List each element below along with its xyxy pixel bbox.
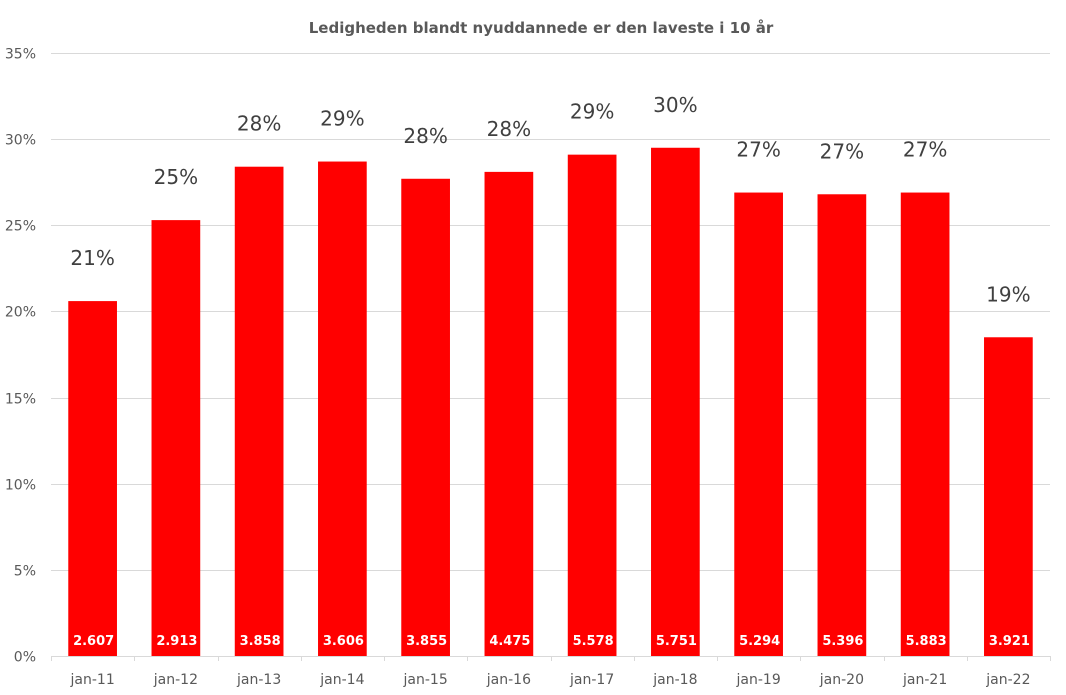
bar — [318, 161, 367, 657]
x-tick-label: jan-13 — [236, 672, 281, 688]
bar — [484, 171, 534, 656]
bar — [900, 192, 950, 656]
y-tick-label: 35% — [5, 47, 36, 63]
value-label: 29% — [320, 107, 364, 131]
x-tick-label: jan-22 — [985, 672, 1030, 688]
bar — [651, 147, 700, 656]
value-label: 25% — [154, 165, 198, 189]
bar — [984, 337, 1033, 656]
bar — [817, 194, 867, 656]
y-axis: 0% 5% 10% 15% 20% 25% 30% 35% — [5, 47, 36, 666]
count-label: 3.606 — [323, 634, 364, 649]
count-label: 5.883 — [906, 634, 947, 649]
value-label: 21% — [70, 246, 114, 270]
x-tick-label: jan-20 — [819, 672, 864, 688]
count-label: 5.578 — [573, 634, 614, 649]
bar — [567, 154, 617, 657]
count-label: 2.913 — [156, 634, 197, 649]
y-tick-label: 25% — [5, 219, 36, 235]
value-label: 27% — [903, 138, 947, 162]
value-label: 29% — [570, 100, 614, 124]
bar — [401, 178, 450, 657]
value-label: 27% — [820, 139, 864, 163]
x-tick-label: jan-14 — [319, 672, 364, 688]
x-tick-label: jan-19 — [736, 672, 781, 688]
count-label: 5.396 — [822, 634, 863, 649]
count-label: 2.607 — [73, 634, 114, 649]
y-tick-label: 20% — [5, 305, 36, 321]
value-label: 30% — [653, 93, 697, 117]
x-tick-label: jan-12 — [153, 672, 198, 688]
x-tick-label: jan-21 — [902, 672, 947, 688]
x-tick-label: jan-15 — [403, 672, 448, 688]
x-tick-label: jan-16 — [486, 672, 531, 688]
x-axis: jan-11 jan-12 jan-13 jan-14 jan-15 jan-16 jan-… — [51, 656, 1051, 688]
count-label: 3.855 — [406, 634, 447, 649]
value-label: 28% — [487, 117, 531, 141]
count-label: 3.921 — [989, 634, 1030, 649]
count-label: 4.475 — [489, 634, 530, 649]
value-label: 28% — [403, 124, 447, 148]
value-label: 27% — [736, 138, 780, 162]
x-tick-label: jan-11 — [70, 672, 115, 688]
x-tick-label: jan-18 — [652, 672, 697, 688]
bars: 21% 2.607 25% 2.913 28% 3.858 29% 3.606 28% 3.855… — [68, 93, 1033, 657]
count-label: 3.858 — [240, 634, 281, 649]
y-tick-label: 5% — [14, 564, 36, 580]
gridlines — [51, 53, 1050, 571]
count-label: 5.294 — [739, 634, 780, 649]
value-label: 19% — [986, 282, 1030, 306]
y-tick-label: 0% — [14, 650, 36, 666]
y-tick-label: 30% — [5, 133, 36, 149]
value-label: 28% — [237, 112, 281, 136]
count-label: 5.751 — [656, 634, 697, 649]
bar — [151, 220, 201, 657]
chart-title: Ledigheden blandt nyuddannede er den lav… — [309, 19, 774, 37]
bar — [68, 301, 117, 656]
y-tick-label: 15% — [5, 392, 36, 408]
x-tick-label: jan-17 — [569, 672, 614, 688]
y-tick-label: 10% — [5, 478, 36, 494]
bar — [234, 166, 284, 657]
bar — [734, 192, 783, 656]
